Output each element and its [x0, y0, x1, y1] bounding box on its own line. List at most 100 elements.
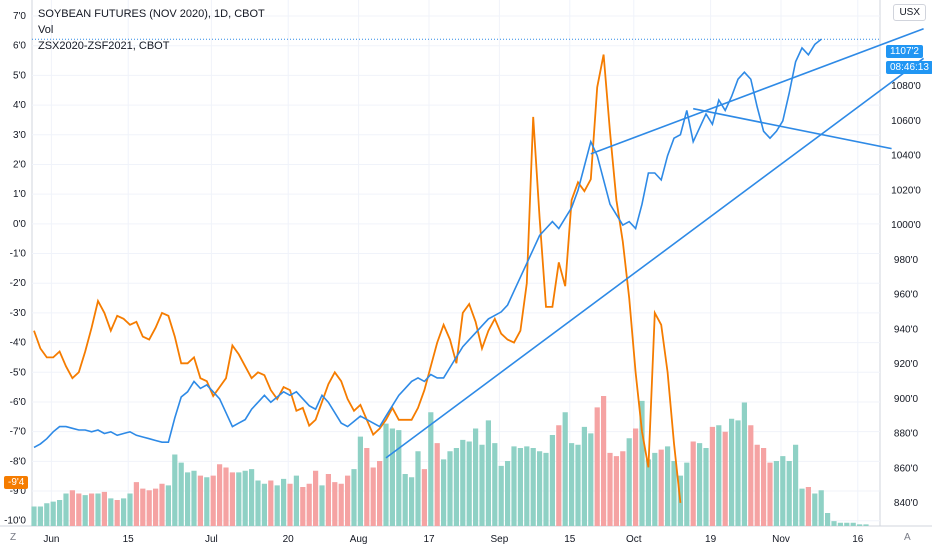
volume-bar	[857, 524, 863, 526]
volume-bar	[697, 443, 703, 526]
right-axis-tick: 1000'0	[891, 220, 921, 231]
volume-bar	[761, 448, 767, 526]
volume-bar	[799, 488, 805, 526]
volume-bar	[37, 506, 43, 526]
chart-legend: SOYBEAN FUTURES (NOV 2020), 1D, CBOT Vol…	[38, 6, 265, 54]
volume-bar	[364, 448, 370, 526]
volume-bar	[505, 461, 511, 526]
left-axis-tick: 5'0	[13, 70, 26, 81]
volume-bar	[511, 446, 517, 526]
volume-bar	[741, 402, 747, 526]
volume-bar	[588, 433, 594, 526]
volume-bar	[767, 462, 773, 526]
auto-scale-button[interactable]: A	[904, 532, 911, 543]
time-axis-tick: 16	[852, 534, 864, 545]
trendline-3	[693, 107, 892, 150]
volume-bar	[223, 467, 229, 526]
volume-bar	[255, 480, 261, 526]
volume-bar	[473, 428, 479, 526]
volume-bar	[178, 462, 184, 526]
volume-bar	[345, 475, 351, 526]
volume-bar	[831, 521, 837, 526]
volume-bar	[101, 491, 107, 526]
volume-bar	[204, 477, 210, 526]
volume-bar	[812, 493, 818, 526]
volume-bar	[44, 503, 50, 526]
volume-bar	[351, 469, 357, 526]
volume-bar	[613, 456, 619, 526]
volume-bar	[229, 472, 235, 526]
volume-bar	[389, 428, 395, 526]
volume-bar	[421, 469, 427, 526]
volume-bar	[748, 425, 754, 526]
volume-bar	[127, 493, 133, 526]
volume-bar	[57, 500, 63, 526]
volume-bar	[581, 426, 587, 526]
volume-bar	[447, 451, 453, 526]
right-axis-tick: 980'0	[894, 255, 919, 266]
last-price-badge: 1107'2	[886, 45, 923, 58]
volume-bar	[242, 470, 248, 526]
currency-button[interactable]: USX	[893, 4, 926, 21]
volume-bar	[249, 469, 255, 526]
left-axis-tick: 7'0	[13, 11, 26, 22]
volume-bar	[383, 423, 389, 526]
legend-volume[interactable]: Vol	[38, 24, 54, 36]
volume-bar	[665, 446, 671, 526]
left-axis-tick: 6'0	[13, 41, 26, 52]
volume-bar	[786, 461, 792, 526]
volume-bar	[658, 449, 664, 526]
volume-bar	[153, 488, 159, 526]
right-axis-tick: 940'0	[894, 324, 919, 335]
zoom-button[interactable]: Z	[10, 532, 17, 543]
volume-bar	[575, 444, 581, 526]
trendline-1	[590, 28, 924, 155]
time-axis-tick: Jun	[43, 534, 59, 545]
time-axis-tick: 20	[283, 534, 295, 545]
volume-bar	[684, 462, 690, 526]
volume-bar	[492, 443, 498, 526]
volume-bar	[114, 500, 120, 526]
volume-bar	[607, 452, 613, 526]
left-axis-tick: -1'0	[10, 249, 27, 260]
volume-bar	[825, 513, 831, 526]
left-axis-tick: -7'0	[10, 427, 27, 438]
time-axis-tick: 17	[423, 534, 435, 545]
volume-bar	[95, 493, 101, 526]
volume-bar	[594, 407, 600, 526]
legend-symbol[interactable]: SOYBEAN FUTURES (NOV 2020), 1D, CBOT	[38, 8, 265, 20]
volume-bar	[338, 483, 344, 526]
time-axis-tick: Oct	[626, 534, 642, 545]
volume-bar	[729, 418, 735, 526]
volume-bar	[716, 425, 722, 526]
volume-bar	[313, 470, 319, 526]
volume-bar	[837, 522, 843, 526]
volume-bar	[377, 461, 383, 526]
volume-bar	[319, 485, 325, 526]
volume-bar	[69, 490, 75, 526]
volume-bar	[325, 474, 331, 526]
right-axis-tick: 1060'0	[891, 116, 921, 127]
volume-bar	[524, 446, 530, 526]
volume-bar	[805, 487, 811, 526]
volume-bar	[479, 444, 485, 526]
volume-bar	[434, 443, 440, 526]
volume-bar	[601, 396, 607, 526]
volume-bar	[569, 443, 575, 526]
volume-bar	[172, 454, 178, 526]
volume-bar	[633, 428, 639, 526]
legend-compare[interactable]: ZSX2020-ZSF2021, CBOT	[38, 40, 170, 52]
volume-bar	[709, 426, 715, 526]
volume-bar	[850, 522, 856, 526]
volume-bar	[159, 483, 165, 526]
time-axis-tick: Jul	[205, 534, 218, 545]
left-axis-tick: 2'0	[13, 159, 26, 170]
volume-bar	[306, 483, 312, 526]
volume-bar	[50, 501, 56, 526]
volume-bar	[191, 470, 197, 526]
volume-bar	[562, 412, 568, 526]
volume-bar	[453, 448, 459, 526]
volume-bar	[197, 475, 203, 526]
volume-bar	[121, 498, 127, 526]
